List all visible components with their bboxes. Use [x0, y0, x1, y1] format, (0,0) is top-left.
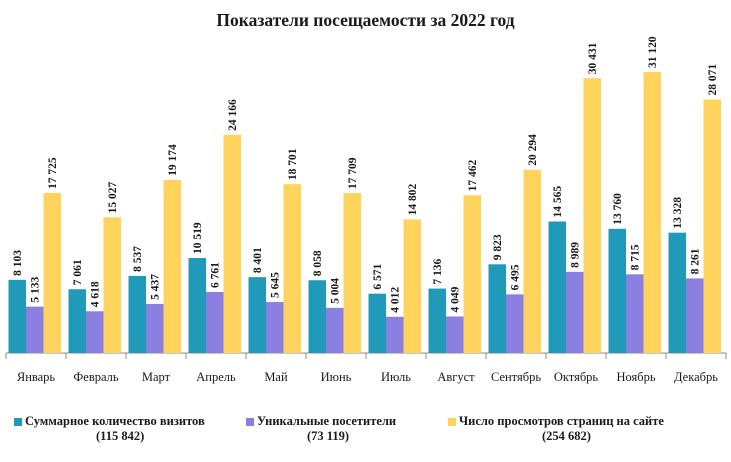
bar-unique [506, 294, 524, 353]
bar-pageviews [43, 192, 61, 353]
data-label-unique: 6 761 [210, 262, 222, 288]
bar-pageviews [223, 134, 241, 353]
data-label-pageviews: 28 071 [707, 64, 719, 96]
data-label-visits: 7 136 [432, 258, 444, 284]
legend-label-unique: Уникальные посетители [257, 414, 397, 428]
x-tick-label: Июнь [321, 370, 352, 384]
data-label-unique: 5 645 [270, 272, 282, 298]
bar-visits [248, 277, 266, 353]
bar-unique [686, 278, 704, 353]
bar-unique [206, 291, 224, 353]
bar-pageviews [403, 219, 421, 353]
data-label-pageviews: 18 701 [287, 148, 299, 180]
x-tick-label: Май [264, 370, 288, 384]
data-label-visits: 14 565 [552, 186, 564, 218]
data-label-unique: 4 012 [390, 287, 402, 313]
chart-title: Показатели посещаемости за 2022 год [216, 10, 515, 30]
data-label-pageviews: 15 027 [107, 181, 119, 213]
bar-pageviews [523, 169, 541, 353]
data-label-visits: 8 103 [12, 250, 24, 276]
bar-visits [308, 280, 326, 353]
data-label-pageviews: 17 462 [467, 159, 479, 191]
bar-visits [368, 293, 386, 353]
data-label-unique: 5 437 [150, 274, 162, 300]
bar-visits [608, 228, 626, 353]
data-label-unique: 4 049 [450, 286, 462, 312]
x-tick-label: Ноябрь [616, 370, 655, 384]
data-label-visits: 7 061 [72, 259, 84, 285]
data-label-unique: 4 618 [90, 281, 102, 307]
data-label-unique: 6 495 [510, 264, 522, 290]
bar-unique [566, 271, 584, 353]
bar-visits [428, 288, 446, 353]
data-label-visits: 6 571 [372, 264, 384, 290]
data-label-pageviews: 14 802 [407, 183, 419, 215]
data-label-visits: 8 401 [252, 247, 264, 273]
data-label-pageviews: 24 166 [227, 99, 239, 131]
bar-unique [626, 274, 644, 353]
data-label-pageviews: 19 174 [167, 144, 179, 176]
x-tick-label: Октябрь [554, 370, 599, 384]
bar-unique [386, 316, 404, 353]
bar-unique [26, 306, 44, 353]
data-label-pageviews: 17 709 [347, 157, 359, 189]
x-tick-label: Сентябрь [491, 370, 541, 384]
x-tick-label: Апрель [196, 370, 236, 384]
bar-pageviews [703, 99, 721, 354]
bar-pageviews [643, 72, 661, 354]
data-label-unique: 5 133 [30, 277, 42, 303]
bar-pageviews [463, 195, 481, 353]
bar-visits [668, 232, 686, 353]
legend-label-visits: Суммарное количество визитов [25, 414, 205, 428]
data-label-unique: 8 715 [630, 244, 642, 270]
data-label-unique: 5 004 [330, 278, 342, 304]
bar-pageviews [343, 193, 361, 353]
bar-unique [146, 303, 164, 353]
bar-pageviews [583, 78, 601, 354]
bar-unique [446, 316, 464, 353]
bar-unique [266, 302, 284, 353]
bar-visits [68, 289, 86, 353]
legend-total-pageviews: (254 682) [542, 429, 591, 443]
x-tick-label: Декабрь [674, 370, 718, 384]
legend-total-unique: (73 119) [307, 429, 350, 443]
legend-label-pageviews: Число просмотров страниц на сайте [459, 414, 664, 428]
bar-visits [188, 258, 206, 353]
x-tick-label: Январь [17, 370, 56, 384]
bar-unique [326, 307, 344, 353]
bar-visits [488, 264, 506, 353]
legend-swatch-pageviews [448, 418, 456, 426]
x-tick-label: Февраль [73, 370, 118, 384]
bar-unique [86, 311, 104, 353]
data-label-unique: 8 989 [570, 242, 582, 268]
x-tick-label: Март [142, 370, 171, 384]
data-label-pageviews: 31 120 [647, 36, 659, 68]
bar-visits [548, 221, 566, 353]
data-label-pageviews: 17 725 [47, 157, 59, 189]
data-label-visits: 8 058 [312, 250, 324, 276]
bar-pageviews [283, 184, 301, 353]
legend-swatch-visits [14, 418, 22, 426]
bar-pageviews [163, 179, 181, 353]
data-label-visits: 8 537 [132, 246, 144, 272]
legend: Суммарное количество визитов (115 842) У… [0, 414, 731, 454]
data-label-unique: 8 261 [690, 248, 702, 274]
data-label-pageviews: 30 431 [587, 42, 599, 74]
data-label-visits: 10 519 [192, 222, 204, 254]
data-label-visits: 9 823 [492, 234, 504, 260]
data-label-pageviews: 20 294 [527, 134, 539, 166]
legend-total-visits: (115 842) [96, 429, 145, 443]
legend-swatch-unique [246, 418, 254, 426]
x-tick-label: Август [437, 370, 475, 384]
x-tick-label: Июль [381, 370, 411, 384]
bar-pageviews [103, 217, 121, 353]
bar-visits [128, 275, 146, 353]
data-label-visits: 13 760 [612, 193, 624, 225]
data-label-visits: 13 328 [672, 197, 684, 229]
bar-visits [8, 279, 26, 353]
